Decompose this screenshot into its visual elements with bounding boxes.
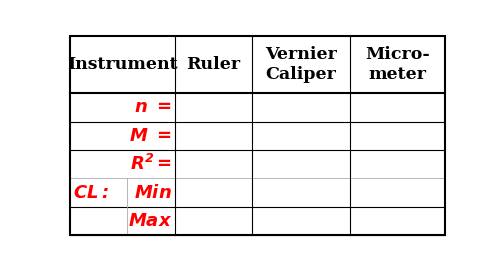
Text: $\bfit{R}^{\bfit{2}}=$: $\bfit{R}^{\bfit{2}}=$ — [130, 154, 172, 174]
Text: $\bfit{Min}$: $\bfit{Min}$ — [134, 184, 172, 201]
Text: Micro-
meter: Micro- meter — [365, 47, 430, 83]
Text: Vernier
Caliper: Vernier Caliper — [265, 47, 337, 83]
Text: $\bfit{CL:}$: $\bfit{CL:}$ — [74, 184, 110, 201]
Text: Instrument: Instrument — [67, 56, 177, 73]
Text: $\bfit{M}\ =$: $\bfit{M}\ =$ — [129, 127, 172, 145]
Text: Ruler: Ruler — [186, 56, 240, 73]
Text: $\bfit{Max}$: $\bfit{Max}$ — [128, 212, 172, 230]
Text: $\bfit{n}\ =$: $\bfit{n}\ =$ — [134, 98, 172, 116]
